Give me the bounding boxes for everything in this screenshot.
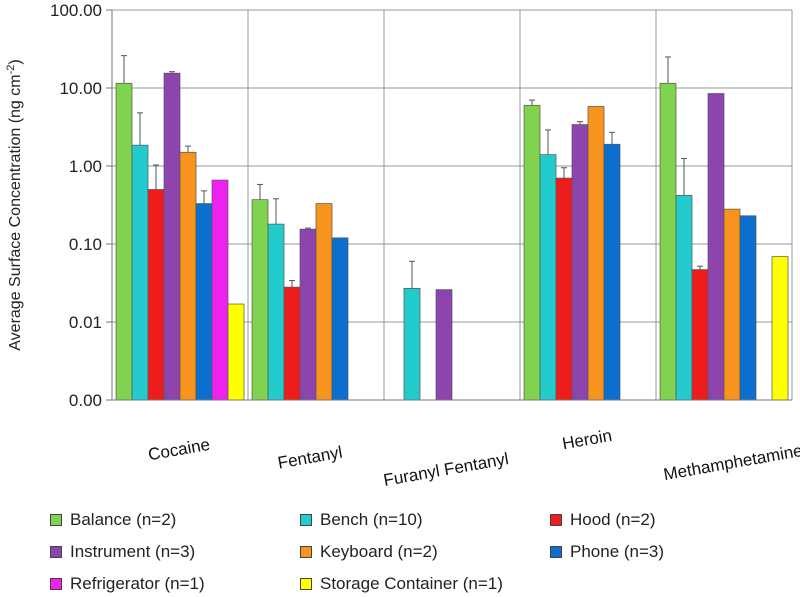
y-axis-label: Average Surface Concentration (ng cm-2) <box>5 59 24 350</box>
bar <box>707 93 725 401</box>
bar <box>331 237 349 401</box>
legend-swatch <box>50 578 62 590</box>
bar <box>603 143 621 401</box>
category-label: Fentanyl <box>276 443 344 473</box>
bar <box>131 144 149 401</box>
bar <box>179 151 197 401</box>
bars <box>115 72 789 401</box>
legend-label: Refrigerator (n=1) <box>70 574 205 593</box>
bar <box>315 203 333 401</box>
legend-item: Storage Container (n=1) <box>300 574 503 594</box>
legend-item: Refrigerator (n=1) <box>50 574 205 594</box>
y-axis-label-main: Average Surface Concentration (ng cm <box>7 74 24 350</box>
bar <box>555 177 573 401</box>
legend-label: Hood (n=2) <box>570 510 656 529</box>
legend-swatch <box>300 514 312 526</box>
category-label: Furanyl Fentanyl <box>382 449 510 490</box>
bar <box>587 106 605 401</box>
category-labels: Cocaine Fentanyl Furanyl Fentanyl Heroin Met… <box>147 426 800 490</box>
bar <box>739 215 757 401</box>
y-tick-labels: 0.00 0.01 0.10 1.00 10.00 100.00 <box>50 1 102 410</box>
y-tick-label: 0.10 <box>69 235 102 254</box>
y-axis-label-close: ) <box>7 59 24 64</box>
bar <box>267 223 285 401</box>
category-label: Heroin <box>561 426 614 453</box>
bar <box>659 82 677 401</box>
bar <box>227 303 245 401</box>
bar <box>163 72 181 401</box>
legend-item: Phone (n=3) <box>550 542 664 562</box>
legend-label: Bench (n=10) <box>320 510 423 529</box>
bar <box>675 195 693 401</box>
legend-swatch <box>50 546 62 558</box>
bar <box>723 208 741 401</box>
chart: 0.00 0.01 0.10 1.00 10.00 100.00 Cocaine Fenta… <box>5 1 800 490</box>
legend-item: Hood (n=2) <box>550 510 656 530</box>
y-tick-label: 0.01 <box>69 313 102 332</box>
legend-label: Instrument (n=3) <box>70 542 196 561</box>
legend-swatch <box>550 514 562 526</box>
legend-swatch <box>300 546 312 558</box>
axes <box>106 9 792 401</box>
legend-label: Storage Container (n=1) <box>320 574 503 593</box>
bar <box>771 256 789 401</box>
y-axis-label-sup: -2 <box>5 65 17 75</box>
error-bars <box>121 55 703 289</box>
bar <box>147 189 165 401</box>
y-tick-label: 1.00 <box>69 157 102 176</box>
bar <box>299 228 317 401</box>
bar <box>115 82 133 401</box>
bar <box>195 203 213 401</box>
bar <box>691 269 709 401</box>
bar <box>523 104 541 401</box>
bar <box>571 124 589 401</box>
bar <box>435 289 453 401</box>
legend-item: Balance (n=2) <box>50 510 176 530</box>
bar <box>403 288 421 401</box>
bar <box>211 179 229 401</box>
category-label: Methamphetamine <box>662 441 800 484</box>
legend-swatch <box>50 514 62 526</box>
legend-swatch <box>300 578 312 590</box>
legend-label: Balance (n=2) <box>70 510 177 529</box>
legend-item: Instrument (n=3) <box>50 542 195 562</box>
legend-label: Phone (n=3) <box>570 542 665 561</box>
legend-item: Bench (n=10) <box>300 510 423 530</box>
y-tick-label: 100.00 <box>50 1 102 20</box>
category-label: Cocaine <box>147 435 212 465</box>
legend-label: Keyboard (n=2) <box>320 542 438 561</box>
y-tick-label: 10.00 <box>59 79 102 98</box>
legend-swatch <box>550 546 562 558</box>
bar <box>251 199 269 401</box>
bar <box>283 286 301 401</box>
y-tick-label: 0.00 <box>69 391 102 410</box>
bar <box>539 154 557 401</box>
legend-item: Keyboard (n=2) <box>300 542 438 562</box>
